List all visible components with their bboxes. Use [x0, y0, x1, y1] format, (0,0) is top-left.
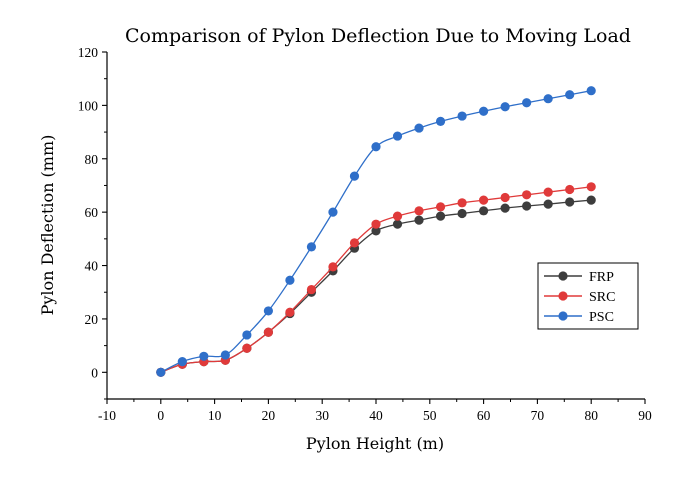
data-point-src: [328, 262, 338, 272]
y-tick-label: 60: [85, 205, 99, 220]
data-point-psc: [263, 306, 273, 316]
legend-item-frp: FRP: [544, 270, 614, 285]
data-point-psc: [371, 142, 381, 152]
y-tick-label: 80: [85, 152, 99, 167]
data-point-psc: [177, 357, 187, 367]
data-point-src: [414, 206, 424, 216]
data-point-frp: [371, 226, 381, 236]
data-point-psc: [156, 367, 166, 377]
data-point-src: [565, 184, 575, 195]
data-point-psc: [500, 102, 510, 112]
x-tick-label: 0: [157, 408, 164, 423]
data-point-frp: [565, 197, 575, 207]
legend-marker-frp: [558, 271, 568, 281]
y-axis-ticks: 0 20 40 60 80 100 120: [78, 45, 107, 400]
x-tick-label: -10: [98, 408, 116, 423]
data-point-psc: [285, 275, 295, 285]
y-tick-label: 40: [85, 259, 99, 274]
series-src: [156, 182, 596, 377]
data-point-src: [522, 190, 532, 200]
data-point-frp: [543, 199, 553, 209]
data-point-psc: [414, 123, 424, 133]
data-point-psc: [435, 116, 446, 126]
legend-label-src: SRC: [589, 290, 615, 305]
y-tick-label: 120: [78, 45, 99, 60]
y-tick-label: 20: [85, 312, 99, 327]
y-axis-label: Pylon Deflection (mm): [38, 135, 57, 316]
data-point-src: [349, 238, 360, 248]
data-point-psc: [586, 86, 596, 96]
data-point-psc: [543, 94, 553, 104]
data-point-frp: [500, 203, 510, 213]
series-line-src: [160, 186, 592, 373]
data-point-src: [306, 284, 317, 295]
data-point-frp: [522, 201, 532, 211]
x-tick-label: 50: [423, 408, 437, 423]
data-point-psc: [306, 242, 317, 252]
chart-title: Comparison of Pylon Deflection Due to Mo…: [125, 25, 631, 47]
x-tick-label: 30: [315, 408, 329, 423]
data-point-frp: [392, 219, 403, 229]
data-point-psc: [349, 171, 360, 181]
x-tick-label: 70: [531, 408, 545, 423]
data-point-frp: [586, 195, 596, 205]
x-axis-label: Pylon Height (m): [306, 434, 444, 453]
legend-label-frp: FRP: [589, 270, 614, 285]
x-tick-label: 20: [262, 408, 276, 423]
legend-item-psc: PSC: [544, 310, 614, 325]
x-tick-label: 60: [477, 408, 491, 423]
data-point-src: [263, 327, 273, 337]
x-tick-label: 40: [369, 408, 383, 423]
data-point-psc: [457, 111, 467, 121]
y-tick-label: 0: [91, 365, 98, 380]
data-point-psc: [565, 90, 575, 100]
legend-label-psc: PSC: [589, 310, 614, 325]
data-point-psc: [479, 106, 489, 116]
data-point-src: [371, 219, 381, 229]
legend-marker-psc: [558, 311, 568, 321]
data-point-src: [392, 211, 403, 221]
data-point-psc: [392, 131, 403, 141]
series-psc: [156, 86, 596, 377]
x-axis-ticks: -10 0 10 20 30 40 50 60 70 80 90: [98, 399, 652, 423]
data-point-frp: [457, 208, 467, 219]
x-tick-label: 90: [638, 408, 652, 423]
data-point-src: [242, 343, 252, 353]
data-point-src: [586, 182, 596, 192]
series-layer: [156, 86, 596, 377]
data-point-psc: [328, 207, 338, 217]
data-point-psc: [220, 350, 230, 360]
data-point-psc: [522, 98, 532, 108]
data-point-src: [285, 307, 295, 317]
legend-marker-src: [558, 291, 568, 301]
data-point-frp: [479, 206, 489, 216]
data-point-src: [479, 195, 489, 205]
legend-item-src: SRC: [544, 290, 615, 305]
data-point-src: [500, 192, 510, 203]
x-tick-label: 10: [208, 408, 222, 423]
data-point-frp: [435, 211, 446, 221]
data-point-psc: [242, 330, 252, 340]
x-tick-label: 80: [584, 408, 598, 423]
legend: FRP SRC PSC: [537, 262, 639, 330]
data-point-src: [543, 187, 553, 197]
data-point-frp: [414, 215, 424, 225]
data-point-src: [457, 198, 467, 208]
y-tick-label: 100: [78, 98, 99, 113]
data-point-src: [435, 202, 446, 212]
data-point-psc: [199, 351, 209, 361]
